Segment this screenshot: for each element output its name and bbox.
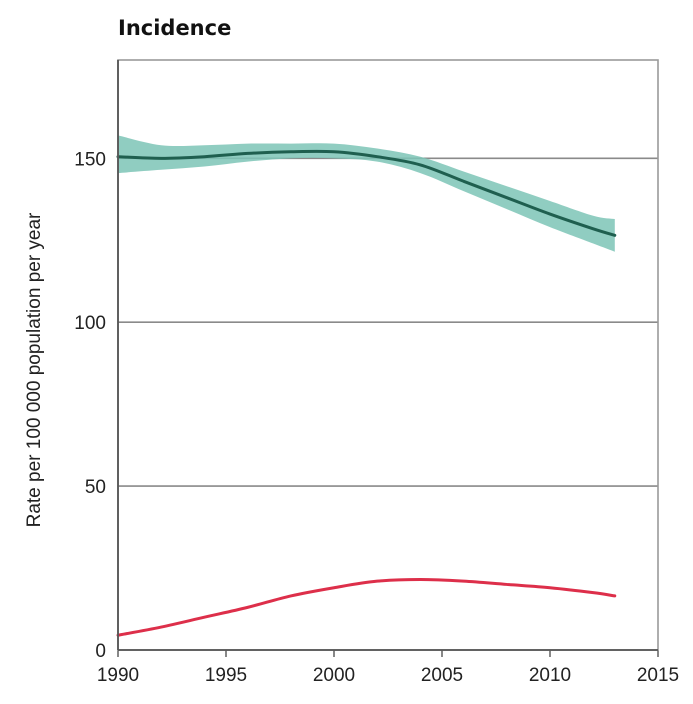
series-0-line xyxy=(116,149,617,237)
y-tick-label-0: 0 xyxy=(95,641,106,662)
y-tick-label-100: 100 xyxy=(74,313,106,334)
y-axis-label: Rate per 100 000 population per year xyxy=(24,212,45,527)
chart-title: Incidence xyxy=(118,16,231,40)
x-tick-label-2015: 2015 xyxy=(637,665,679,686)
x-tick-label-2000: 2000 xyxy=(313,665,355,686)
y-tick-label-150: 150 xyxy=(74,149,106,170)
x-tick-label-2005: 2005 xyxy=(421,665,463,686)
series-1-line xyxy=(116,578,617,637)
series-0-uncertainty-band xyxy=(118,135,615,252)
x-tick-label-1990: 1990 xyxy=(97,665,139,686)
plot-area: 0 50 100 150 1990 1995 2000 2005 2010 2015 xyxy=(74,59,679,686)
x-tick-label-2010: 2010 xyxy=(529,665,571,686)
x-tick-label-1995: 1995 xyxy=(205,665,247,686)
y-tick-label-50: 50 xyxy=(85,477,106,498)
